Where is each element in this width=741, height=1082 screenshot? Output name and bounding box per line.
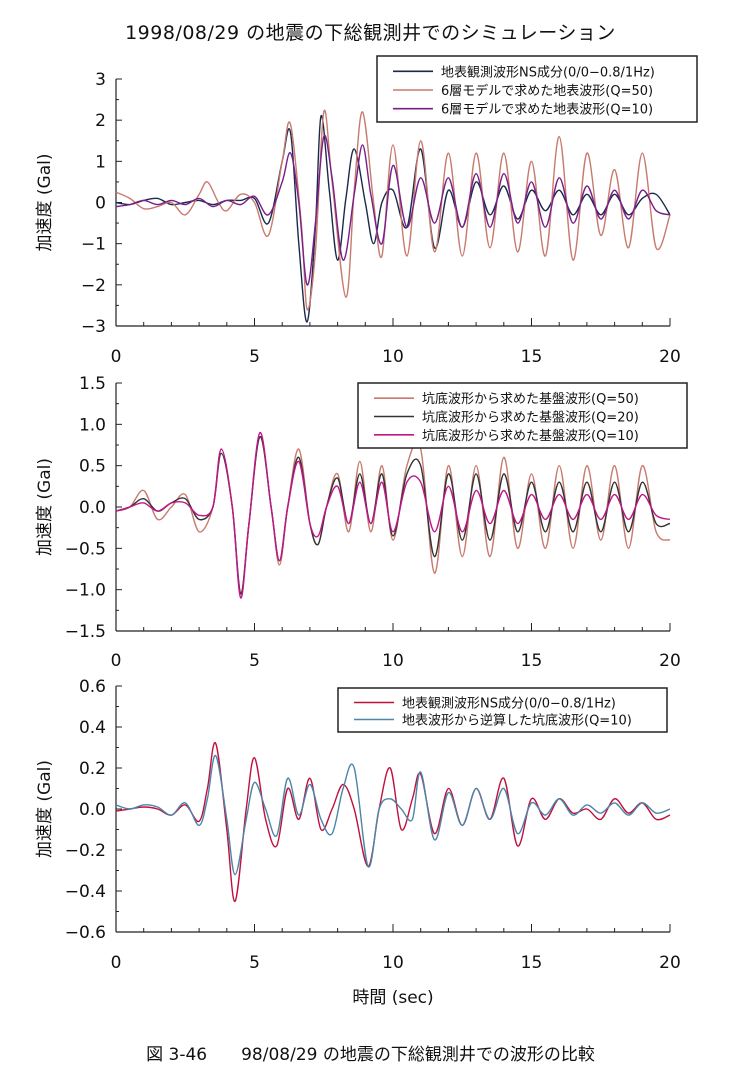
y-tick-label: 1: [95, 152, 106, 172]
chart-panel-3: 0 5 10 15 20 0.6 0.4 0.2 0.0 −0.2 −0.4 −0.6 加速度 (Gal…: [35, 677, 681, 973]
x-tick-label: 0: [111, 347, 122, 367]
y-tick-label: 0.5: [79, 457, 106, 477]
y-axis-label: 加速度 (Gal): [35, 760, 55, 858]
legend-label: 地表波形から逆算した坑底波形(Q=10): [402, 713, 632, 729]
y-tick-label: 0.6: [79, 677, 106, 697]
legend-label: 地表観測波形NS成分(0/0−0.8/1Hz): [441, 65, 655, 80]
y-tick-label: 0.4: [79, 718, 106, 738]
legend: 地表観測波形NS成分(0/0−0.8/1Hz)地表波形から逆算した坑底波形(Q=…: [337, 687, 668, 733]
y-tick-label: 0.0: [79, 498, 106, 518]
y-tick-label: −0.2: [65, 841, 106, 861]
figure-caption: 図 3-46 98/08/29 の地震の下総観測井での波形の比較: [146, 1045, 595, 1065]
series-line-3: [115, 431, 671, 599]
legend-label: 坑底波形から求めた基盤波形(Q=50): [422, 391, 639, 407]
x-tick-label: 20: [659, 347, 681, 367]
y-tick-label: −1: [81, 235, 106, 255]
x-tick-label: 15: [521, 953, 543, 973]
y-tick-label: 3: [95, 70, 106, 90]
series-line-2: [115, 754, 671, 876]
y-tick-label: 1.5: [79, 374, 106, 394]
y-tick-label: 0.0: [79, 800, 106, 820]
y-tick-label: 2: [95, 111, 106, 131]
x-tick-label: 5: [249, 347, 260, 367]
legend: 地表観測波形NS成分(0/0−0.8/1Hz) 6層モデルで求めた地表波形(Q=5…: [376, 55, 698, 123]
figure-title: 1998/08/29 の地震の下総観測井でのシミュレーション: [125, 22, 616, 44]
chart-panel-2: 0 5 10 15 20 1.5 1.0 0.5 0.0 −0.5 −1.0 −1.5 加速度 (Gal…: [35, 374, 688, 671]
x-tick-label: 5: [249, 651, 260, 671]
y-tick-label: −1.5: [65, 622, 106, 642]
legend-label: 坑底波形から求めた基盤波形(Q=20): [422, 410, 639, 426]
x-tick-label: 20: [659, 953, 681, 973]
x-tick-label: 15: [521, 651, 543, 671]
series-line-2: [115, 109, 671, 311]
x-tick-label: 15: [521, 347, 543, 367]
series-line-1: [115, 115, 671, 323]
legend-label: 6層モデルで求めた地表波形(Q=10): [441, 102, 653, 118]
x-tick-label: 10: [382, 347, 404, 367]
y-tick-label: −3: [81, 317, 106, 337]
legend-box: [357, 382, 688, 449]
x-tick-label: 0: [111, 953, 122, 973]
y-axis-label: 加速度 (Gal): [35, 154, 55, 252]
y-tick-label: −2: [81, 276, 106, 296]
y-tick-label: 0: [95, 194, 106, 214]
x-tick-label: 10: [382, 953, 404, 973]
x-tick-label: 20: [659, 651, 681, 671]
y-tick-label: −0.4: [65, 882, 106, 902]
legend-label: 地表観測波形NS成分(0/0−0.8/1Hz): [402, 697, 616, 712]
legend-box: [376, 55, 698, 123]
x-tick-label: 5: [249, 953, 260, 973]
y-tick-label: −0.6: [65, 923, 106, 943]
legend-label: 6層モデルで求めた地表波形(Q=50): [441, 83, 653, 99]
y-tick-label: −1.0: [65, 581, 106, 601]
legend-label: 坑底波形から求めた基盤波形(Q=10): [422, 428, 639, 444]
y-axis-label: 加速度 (Gal): [35, 458, 55, 556]
x-tick-label: 0: [111, 651, 122, 671]
y-tick-label: 1.0: [79, 415, 106, 435]
x-tick-label: 10: [382, 651, 404, 671]
y-tick-label: 0.2: [79, 759, 106, 779]
legend-box: [337, 687, 668, 733]
series-line-1: [115, 742, 671, 903]
y-tick-label: −0.5: [65, 539, 106, 559]
x-axis-label: 時間 (sec): [352, 988, 433, 1008]
legend: 坑底波形から求めた基盤波形(Q=50) 坑底波形から求めた基盤波形(Q=20) 坑底…: [357, 382, 688, 449]
series-line-3: [115, 134, 671, 286]
